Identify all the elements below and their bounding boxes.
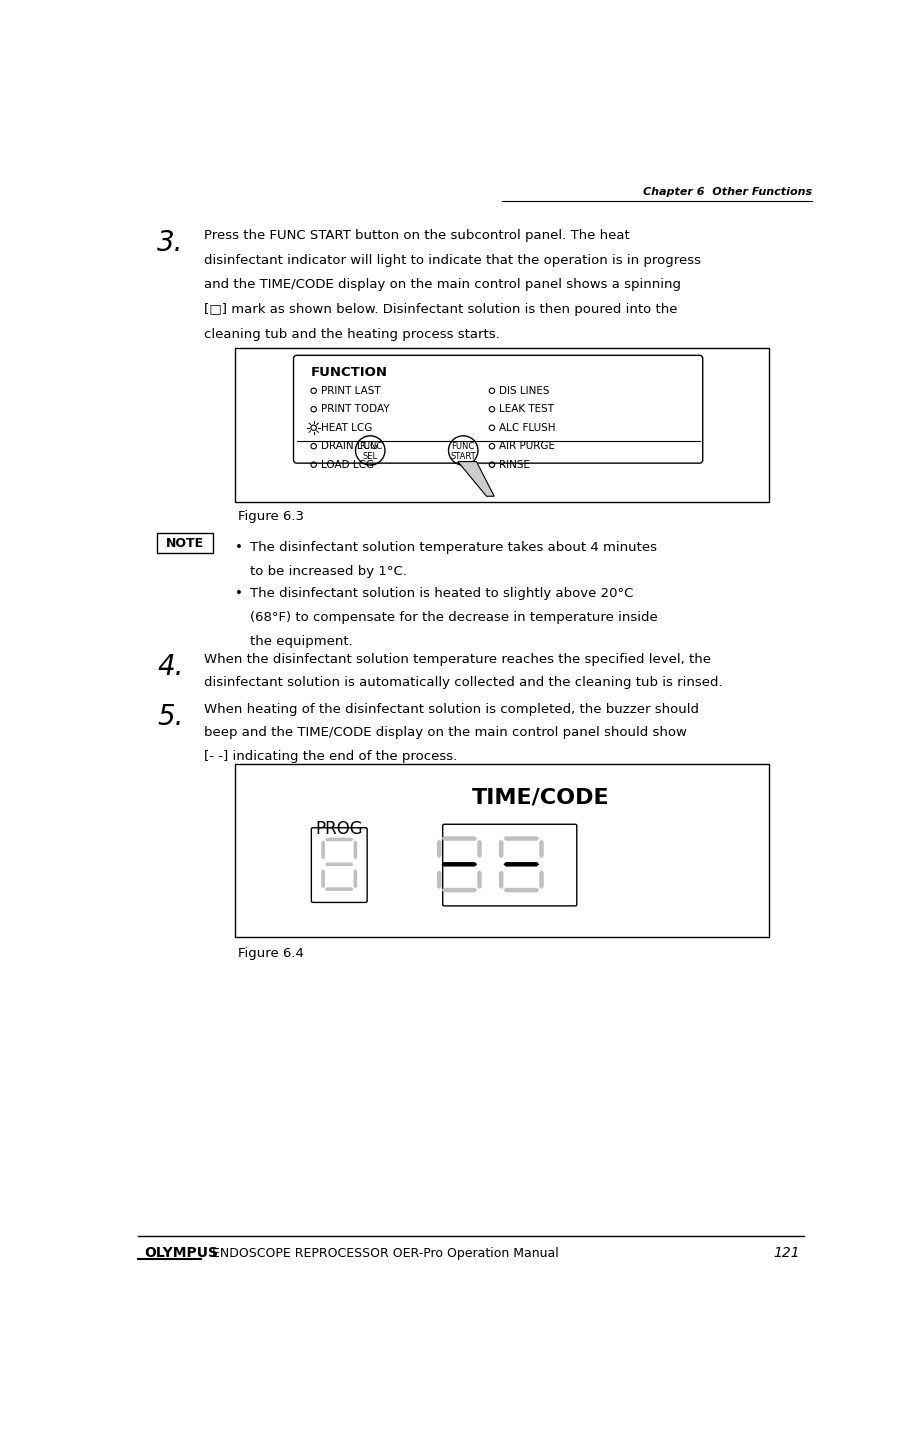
- Text: to be increased by 1°C.: to be increased by 1°C.: [250, 565, 407, 578]
- Polygon shape: [325, 888, 354, 891]
- Text: 3.: 3.: [158, 229, 183, 257]
- Text: The disinfectant solution temperature takes about 4 minutes: The disinfectant solution temperature ta…: [250, 541, 657, 554]
- Polygon shape: [540, 839, 544, 859]
- Polygon shape: [354, 869, 357, 889]
- Text: 4.: 4.: [158, 652, 183, 681]
- Text: FUNCTION: FUNCTION: [311, 366, 387, 379]
- Text: Press the FUNC START button on the subcontrol panel. The heat: Press the FUNC START button on the subco…: [203, 229, 629, 242]
- Text: 5.: 5.: [158, 703, 183, 730]
- Polygon shape: [504, 862, 540, 866]
- Polygon shape: [442, 862, 477, 866]
- FancyBboxPatch shape: [311, 827, 367, 902]
- Text: HEAT LCG: HEAT LCG: [321, 423, 372, 433]
- Text: PRINT LAST: PRINT LAST: [321, 386, 380, 396]
- Polygon shape: [458, 462, 495, 496]
- Polygon shape: [499, 839, 504, 859]
- Text: When the disinfectant solution temperature reaches the specified level, the: When the disinfectant solution temperatu…: [203, 652, 711, 665]
- Text: ALC FLUSH: ALC FLUSH: [499, 423, 555, 433]
- Text: TIME/CODE: TIME/CODE: [472, 787, 609, 807]
- Text: [- -] indicating the end of the process.: [- -] indicating the end of the process.: [203, 750, 457, 763]
- Text: disinfectant solution is automatically collected and the cleaning tub is rinsed.: disinfectant solution is automatically c…: [203, 677, 722, 690]
- Polygon shape: [442, 888, 477, 892]
- Text: disinfectant indicator will light to indicate that the operation is in progress: disinfectant indicator will light to ind…: [203, 254, 701, 267]
- Text: 121: 121: [774, 1246, 801, 1260]
- Polygon shape: [325, 837, 354, 842]
- Text: FUNC: FUNC: [359, 442, 382, 452]
- Text: ENDOSCOPE REPROCESSOR OER-Pro Operation Manual: ENDOSCOPE REPROCESSOR OER-Pro Operation …: [213, 1246, 559, 1259]
- Polygon shape: [504, 836, 540, 840]
- Text: •: •: [234, 541, 243, 554]
- Polygon shape: [504, 888, 540, 892]
- Text: When heating of the disinfectant solution is completed, the buzzer should: When heating of the disinfectant solutio…: [203, 703, 699, 716]
- Text: The disinfectant solution is heated to slightly above 20°C: The disinfectant solution is heated to s…: [250, 587, 634, 599]
- Text: OLYMPUS: OLYMPUS: [144, 1246, 218, 1260]
- Text: RINSE: RINSE: [499, 460, 529, 470]
- Text: cleaning tub and the heating process starts.: cleaning tub and the heating process sta…: [203, 327, 499, 341]
- Text: PRINT TODAY: PRINT TODAY: [321, 404, 389, 414]
- Polygon shape: [322, 840, 325, 859]
- Bar: [234, 764, 769, 938]
- Bar: [158, 533, 213, 554]
- Polygon shape: [499, 870, 504, 889]
- Text: Figure 6.3: Figure 6.3: [238, 511, 304, 523]
- Polygon shape: [325, 862, 354, 866]
- Text: DIS LINES: DIS LINES: [499, 386, 550, 396]
- Text: [□] mark as shown below. Disinfectant solution is then poured into the: [□] mark as shown below. Disinfectant so…: [203, 303, 677, 315]
- Text: DRAIN LCG: DRAIN LCG: [321, 442, 377, 452]
- Polygon shape: [437, 870, 442, 889]
- Text: SEL: SEL: [363, 452, 377, 462]
- Polygon shape: [477, 839, 482, 859]
- Text: AIR PURGE: AIR PURGE: [499, 442, 555, 452]
- Text: NOTE: NOTE: [166, 536, 204, 549]
- Text: and the TIME/CODE display on the main control panel shows a spinning: and the TIME/CODE display on the main co…: [203, 278, 681, 291]
- Text: START: START: [451, 452, 476, 462]
- Polygon shape: [437, 839, 442, 859]
- Text: beep and the TIME/CODE display on the main control panel should show: beep and the TIME/CODE display on the ma…: [203, 727, 686, 740]
- Text: the equipment.: the equipment.: [250, 635, 353, 648]
- Text: LOAD LCG: LOAD LCG: [321, 460, 374, 470]
- Polygon shape: [477, 870, 482, 889]
- Polygon shape: [442, 836, 477, 840]
- Text: Figure 6.4: Figure 6.4: [238, 946, 304, 959]
- Text: (68°F) to compensate for the decrease in temperature inside: (68°F) to compensate for the decrease in…: [250, 611, 658, 624]
- Text: Chapter 6  Other Functions: Chapter 6 Other Functions: [643, 186, 812, 196]
- FancyBboxPatch shape: [442, 825, 577, 906]
- Text: LEAK TEST: LEAK TEST: [499, 404, 554, 414]
- Bar: [234, 348, 769, 502]
- Text: FUNC: FUNC: [452, 442, 474, 452]
- Text: •: •: [234, 587, 243, 599]
- Polygon shape: [540, 870, 544, 889]
- FancyBboxPatch shape: [293, 356, 703, 463]
- Text: PROG: PROG: [315, 820, 363, 837]
- Polygon shape: [354, 840, 357, 859]
- Polygon shape: [322, 869, 325, 889]
